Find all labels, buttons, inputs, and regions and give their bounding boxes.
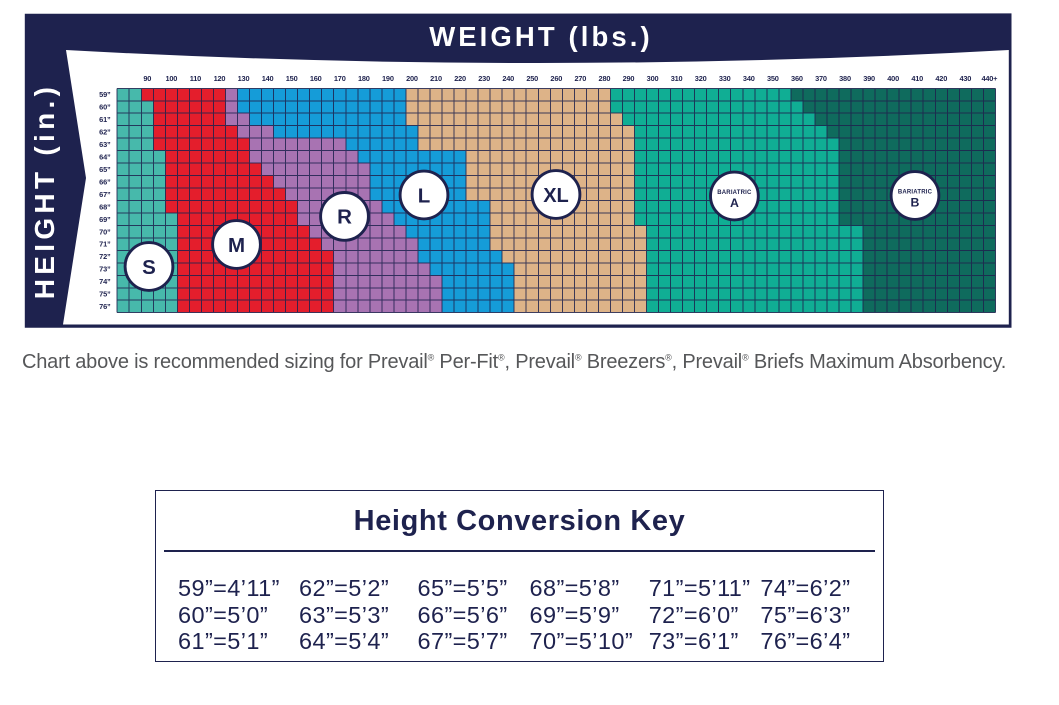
svg-text:61”: 61”	[99, 115, 111, 124]
svg-text:420: 420	[935, 74, 947, 83]
svg-text:67”: 67”	[99, 190, 111, 199]
svg-text:230: 230	[478, 74, 490, 83]
svg-text:S: S	[142, 256, 156, 279]
svg-text:170: 170	[334, 74, 346, 83]
svg-text:160: 160	[310, 74, 322, 83]
svg-text:140: 140	[262, 74, 274, 83]
svg-text:150: 150	[286, 74, 298, 83]
svg-text:390: 390	[863, 74, 875, 83]
svg-text:76”: 76”	[99, 302, 111, 311]
svg-text:120: 120	[214, 74, 226, 83]
svg-text:64”: 64”	[99, 152, 111, 161]
svg-text:70”: 70”	[99, 227, 111, 236]
svg-text:65”: 65”	[99, 165, 111, 174]
svg-text:62”: 62”	[99, 128, 111, 137]
svg-text:330: 330	[719, 74, 731, 83]
svg-text:BARIATRIC: BARIATRIC	[898, 190, 933, 196]
svg-text:72”: 72”	[99, 252, 111, 261]
svg-text:350: 350	[767, 74, 779, 83]
svg-text:410: 410	[911, 74, 923, 83]
svg-text:380: 380	[839, 74, 851, 83]
svg-text:74”: 74”	[99, 277, 111, 286]
svg-text:M: M	[228, 234, 245, 257]
svg-text:73”: 73”	[99, 265, 111, 274]
svg-text:360: 360	[791, 74, 803, 83]
svg-text:440+: 440+	[981, 74, 998, 83]
svg-text:210: 210	[430, 74, 442, 83]
svg-text:90: 90	[143, 74, 151, 83]
svg-text:220: 220	[454, 74, 466, 83]
svg-text:63”: 63”	[99, 140, 111, 149]
svg-text:110: 110	[190, 74, 201, 83]
svg-text:270: 270	[574, 74, 586, 83]
svg-text:71”: 71”	[99, 240, 111, 249]
svg-text:130: 130	[238, 74, 250, 83]
svg-text:59”: 59”	[99, 90, 111, 99]
svg-text:WEIGHT (lbs.): WEIGHT (lbs.)	[429, 21, 653, 52]
svg-text:190: 190	[382, 74, 394, 83]
svg-text:L: L	[418, 184, 431, 207]
svg-text:200: 200	[406, 74, 418, 83]
svg-text:68”: 68”	[99, 202, 111, 211]
svg-text:320: 320	[695, 74, 707, 83]
svg-text:180: 180	[358, 74, 370, 83]
svg-text:HEIGHT (in.): HEIGHT (in.)	[29, 83, 60, 299]
svg-text:400: 400	[887, 74, 899, 83]
svg-text:XL: XL	[543, 185, 569, 207]
svg-text:430: 430	[959, 74, 971, 83]
svg-text:B: B	[911, 195, 920, 209]
svg-text:310: 310	[671, 74, 683, 83]
svg-text:100: 100	[165, 74, 177, 83]
svg-text:75”: 75”	[99, 290, 111, 299]
svg-text:280: 280	[599, 74, 611, 83]
svg-text:60”: 60”	[99, 103, 111, 112]
svg-text:69”: 69”	[99, 215, 111, 224]
svg-text:66”: 66”	[99, 177, 111, 186]
svg-text:A: A	[730, 196, 739, 210]
svg-text:250: 250	[526, 74, 538, 83]
svg-text:260: 260	[550, 74, 562, 83]
svg-text:370: 370	[815, 74, 827, 83]
svg-text:240: 240	[502, 74, 514, 83]
svg-text:BARIATRIC: BARIATRIC	[717, 190, 752, 196]
svg-text:340: 340	[743, 74, 755, 83]
svg-text:300: 300	[647, 74, 659, 83]
svg-text:R: R	[337, 206, 352, 229]
svg-text:290: 290	[623, 74, 635, 83]
